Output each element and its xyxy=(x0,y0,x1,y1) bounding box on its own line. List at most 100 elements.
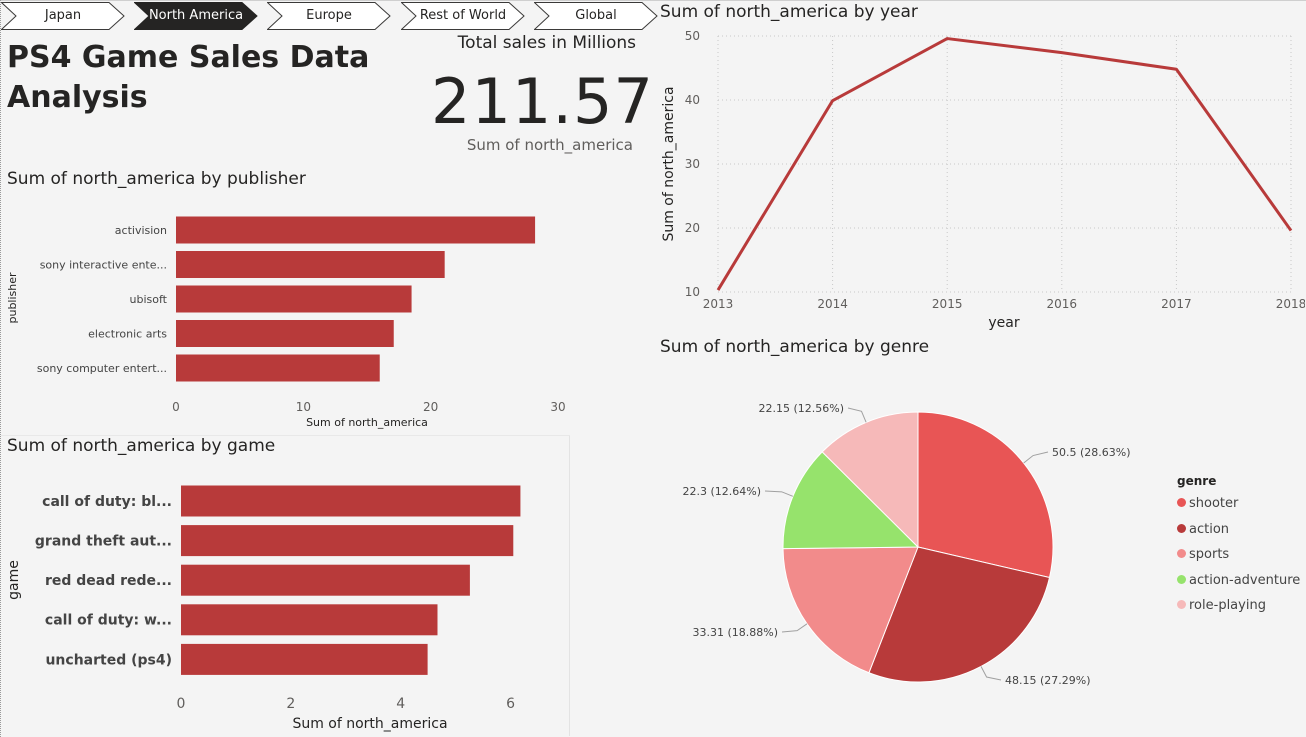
legend-label: sports xyxy=(1189,547,1230,563)
genre-legend-title: genre xyxy=(1177,474,1217,488)
y-tick-label: 40 xyxy=(685,93,700,107)
legend-swatch xyxy=(1177,523,1186,533)
x-tick-label: 6 xyxy=(506,696,515,712)
legend-item[interactable]: shooter xyxy=(1177,496,1238,514)
bar[interactable] xyxy=(181,525,514,557)
bar[interactable] xyxy=(176,354,380,382)
year-chart-title: Sum of north_america by year xyxy=(660,2,918,22)
slice-data-label: 48.15 (27.29%) xyxy=(1005,674,1091,687)
bar[interactable] xyxy=(181,604,438,636)
legend-swatch xyxy=(1177,498,1186,507)
nav-tab-label: North America xyxy=(148,8,244,23)
game-chart-title: Sum of north_america by game xyxy=(7,436,276,456)
category-label: uncharted (ps4) xyxy=(45,652,172,668)
nav-tab-label: Rest of World xyxy=(419,8,507,23)
page-title: PS4 Game Sales Data Analysis xyxy=(7,40,370,115)
legend-swatch xyxy=(1177,574,1186,584)
x-tick-label: 10 xyxy=(296,400,311,414)
legend-swatch xyxy=(1177,600,1186,610)
nav-tab-label: Europe xyxy=(306,8,352,23)
nav-tab-japan[interactable]: Japan xyxy=(1,2,125,30)
category-label: electronic arts xyxy=(88,327,167,340)
legend-label: action-adventure xyxy=(1189,572,1301,588)
y-tick-label: 50 xyxy=(685,29,700,43)
bar[interactable] xyxy=(181,564,470,596)
x-tick-label: 0 xyxy=(172,400,180,414)
year-line-chart[interactable]: 10 20 30 40 50 2013 2014 2015 2016 2017 2018 year Su… xyxy=(659,22,1305,337)
x-axis-title: Sum of north_america xyxy=(292,716,447,732)
slice-data-label: 22.3 (12.64%) xyxy=(682,485,761,498)
publisher-bar-chart[interactable]: activision sony interactive ente... ubisof… xyxy=(1,195,581,455)
bar[interactable] xyxy=(176,320,394,347)
category-label: activision xyxy=(115,224,167,237)
x-axis-title: Sum of north_america xyxy=(306,416,428,429)
leader-line xyxy=(980,666,1002,681)
leader-line xyxy=(781,623,808,633)
top-border xyxy=(1,0,1306,1)
nav-tab-europe[interactable]: Europe xyxy=(267,2,391,30)
slice-data-label: 33.31 (18.88%) xyxy=(692,626,778,639)
y-axis-title: Sum of north_america xyxy=(661,86,677,241)
nav-tab-north-america[interactable]: North America xyxy=(134,2,258,30)
x-tick-label: 4 xyxy=(396,696,405,712)
category-label: call of duty: bl... xyxy=(42,494,172,510)
x-tick-label: 0 xyxy=(177,696,186,712)
category-label: sony computer entert... xyxy=(37,362,167,375)
y-tick-label: 30 xyxy=(685,157,700,171)
series-line[interactable] xyxy=(716,37,1293,291)
x-tick-label: 2 xyxy=(286,696,295,712)
chevron-shape xyxy=(534,2,658,30)
x-tick-label: 2017 xyxy=(1161,297,1192,311)
chevron-shape xyxy=(401,2,525,30)
genre-chart-title: Sum of north_america by genre xyxy=(660,337,930,357)
x-tick-label: 30 xyxy=(550,400,565,414)
chevron-shape xyxy=(1,2,125,30)
x-tick-label: 2014 xyxy=(817,297,848,311)
legend-swatch xyxy=(1177,549,1186,559)
y-tick-label: 20 xyxy=(685,221,700,235)
game-bar-chart[interactable]: call of duty: bl... grand theft aut... red… xyxy=(1,457,581,737)
bar[interactable] xyxy=(176,251,445,278)
nav-tab-label: Japan xyxy=(44,8,82,23)
legend-item[interactable]: action xyxy=(1177,522,1229,540)
bar[interactable] xyxy=(181,643,428,675)
y-tick-label: 10 xyxy=(685,285,700,299)
slice-data-label: 22.15 (12.56%) xyxy=(758,402,844,415)
genre-pie-chart[interactable]: 50.5 (28.63%) 48.15 (27.29%) 33.31 (18.88%… xyxy=(659,365,1179,725)
legend-item[interactable]: sports xyxy=(1177,547,1229,565)
leader-line xyxy=(764,490,794,497)
x-tick-label: 2015 xyxy=(932,297,963,311)
slice-data-label: 50.5 (28.63%) xyxy=(1052,446,1131,459)
panel-border xyxy=(1,435,570,436)
kpi-caption: Sum of north_america xyxy=(466,136,633,154)
y-axis-title: publisher xyxy=(6,272,19,324)
legend-item[interactable]: action-adventure xyxy=(1177,573,1300,591)
x-tick-label: 2013 xyxy=(703,297,734,311)
category-label: sony interactive ente... xyxy=(40,258,167,271)
legend-label: role-playing xyxy=(1189,598,1266,614)
kpi-value[interactable]: 211.57 xyxy=(431,65,654,138)
pie-slice[interactable] xyxy=(821,411,919,549)
bar[interactable] xyxy=(176,285,412,313)
x-tick-label: 2016 xyxy=(1047,297,1078,311)
category-label: call of duty: w... xyxy=(45,613,172,629)
category-label: red dead rede... xyxy=(45,573,172,589)
bar[interactable] xyxy=(181,485,521,517)
category-label: ubisoft xyxy=(130,293,168,306)
nav-tab-rest-of-world[interactable]: Rest of World xyxy=(401,2,525,30)
legend-label: action xyxy=(1189,521,1230,537)
nav-tab-global[interactable]: Global xyxy=(534,2,658,30)
legend-item[interactable]: role-playing xyxy=(1177,598,1266,616)
legend-label: shooter xyxy=(1189,496,1239,511)
chevron-shape xyxy=(134,2,258,30)
leader-line xyxy=(847,407,867,423)
panel-border xyxy=(569,436,570,736)
kpi-label: Total sales in Millions xyxy=(457,33,636,53)
region-nav: Japan North America Europe Rest of World… xyxy=(1,2,661,30)
y-axis-title: game xyxy=(6,560,22,600)
pie-slice[interactable] xyxy=(782,546,919,674)
x-tick-label: 2018 xyxy=(1276,297,1305,311)
bar[interactable] xyxy=(176,216,536,244)
chevron-shape xyxy=(267,2,391,30)
